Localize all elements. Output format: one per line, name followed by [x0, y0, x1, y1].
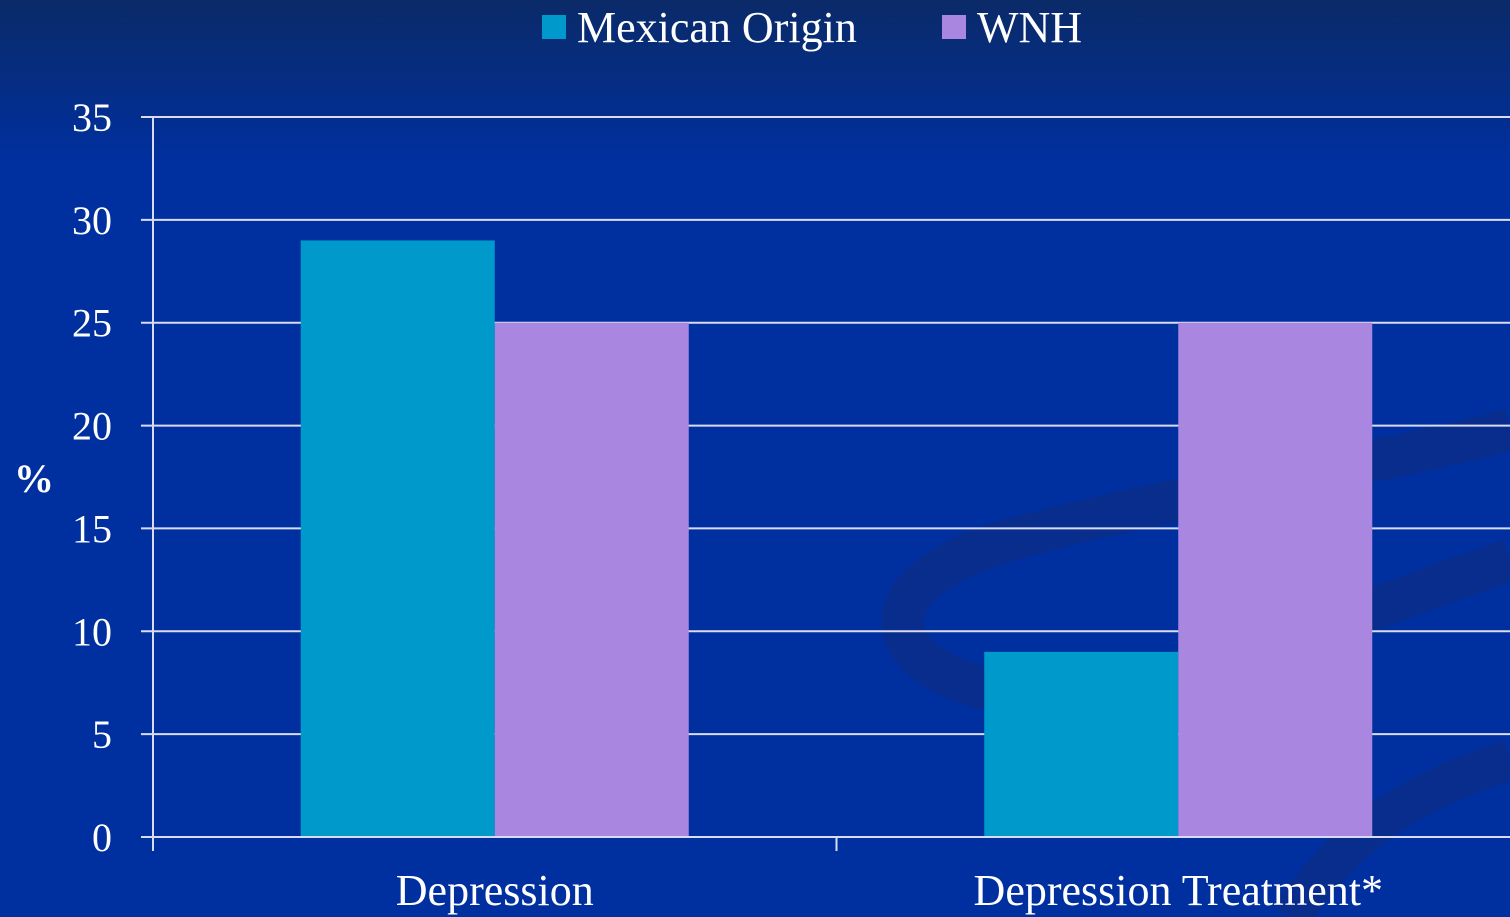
- legend-swatch-mexican-origin: [542, 15, 566, 39]
- legend-swatch-wnh: [942, 15, 966, 39]
- bar-mexican-origin-0: [300, 240, 495, 837]
- y-axis-label: %: [14, 456, 54, 501]
- x-tick-label: Depression Treatment*: [974, 866, 1383, 915]
- y-tick-label: 5: [92, 712, 112, 757]
- legend-label-wnh: WNH: [977, 3, 1082, 52]
- y-tick-label: 20: [72, 404, 112, 449]
- y-tick-labels: 0 5 10 15 20 25 30 35: [72, 95, 112, 860]
- legend: Mexican Origin WNH: [542, 3, 1082, 52]
- x-tick-labels: Depression Depression Treatment*: [396, 866, 1383, 915]
- x-tick-label: Depression: [396, 866, 594, 915]
- y-tick-label: 10: [72, 609, 112, 654]
- y-tick-label: 15: [72, 506, 112, 551]
- y-tick-label: 0: [92, 815, 112, 860]
- bar-wnh-0: [494, 322, 689, 837]
- y-tick-label: 25: [72, 301, 112, 346]
- bars: [300, 240, 1373, 837]
- bar-wnh-1: [1178, 322, 1373, 837]
- y-tick-label: 35: [72, 95, 112, 140]
- legend-label-mexican-origin: Mexican Origin: [577, 3, 857, 52]
- bar-mexican-origin-1: [984, 651, 1179, 837]
- axes: [141, 117, 1510, 851]
- y-tick-label: 30: [72, 198, 112, 243]
